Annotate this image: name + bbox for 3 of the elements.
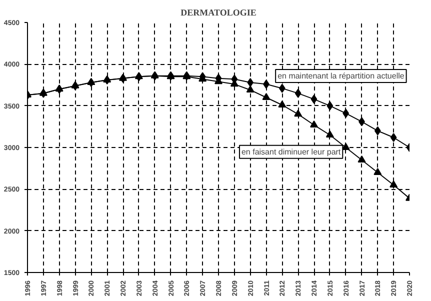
series-label: en maintenant la répartition actuelle (278, 72, 405, 80)
series-label: en faisant diminuer leur part (241, 147, 342, 156)
chart-title: DERMATOLOGIE (180, 8, 256, 18)
